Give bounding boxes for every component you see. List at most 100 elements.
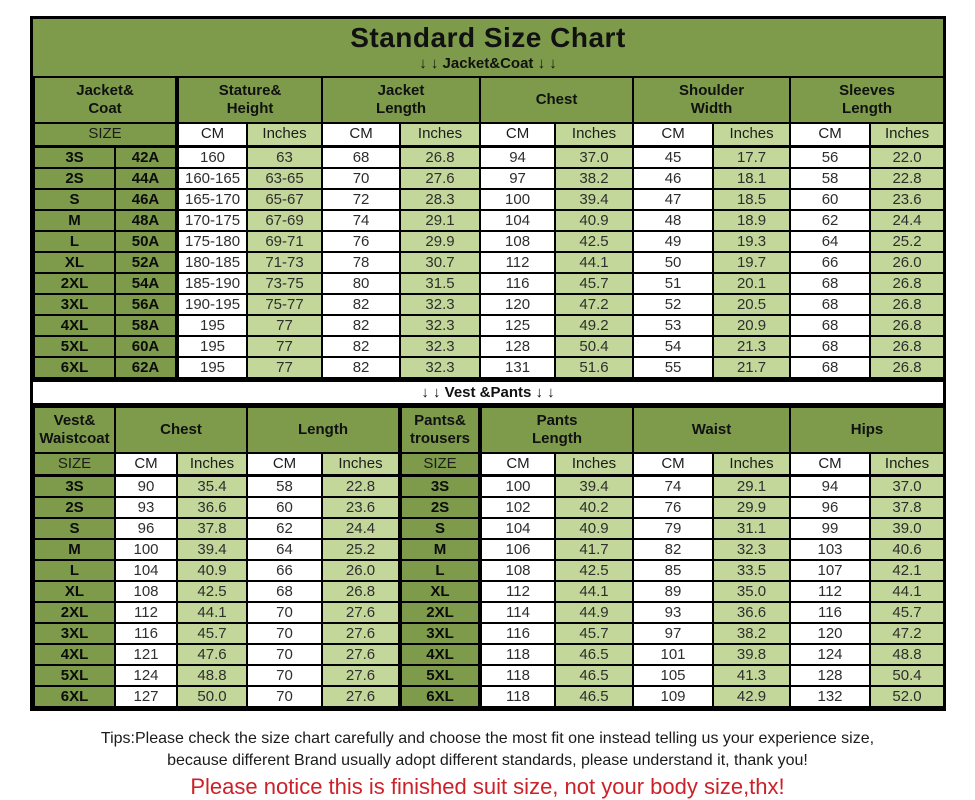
size-cell: XL [398, 580, 481, 603]
value-cell: 112 [114, 601, 178, 624]
value-cell: 94 [789, 474, 872, 498]
value-cell: 74 [321, 208, 402, 232]
size-cell: 2S [33, 496, 116, 519]
size-cell: XL [33, 250, 116, 274]
table-row: 2S 93 36.6 60 23.6 2S 102 40.2 76 29.9 96 37.8 [33, 496, 946, 519]
value-cell: 32.3 [399, 292, 482, 316]
value-cell: 116 [114, 622, 178, 645]
value-cell: 37.8 [176, 517, 248, 540]
size-cell: 50A [113, 229, 179, 253]
unit-header-cm: CM [632, 122, 715, 148]
size-cell: 3XL [398, 622, 481, 645]
unit-header-inches: Inches [712, 122, 792, 148]
value-cell: 97 [632, 622, 714, 645]
value-cell: 170-175 [175, 208, 249, 232]
value-cell: 19.3 [712, 229, 792, 253]
value-cell: 62 [246, 517, 323, 540]
column-group-header: Pants& trousers [398, 405, 481, 454]
value-cell: 68 [789, 334, 872, 358]
value-cell: 18.9 [712, 208, 792, 232]
value-cell: 52.0 [869, 685, 946, 708]
value-cell: 79 [632, 517, 714, 540]
value-cell: 58 [789, 166, 872, 190]
value-cell: 39.0 [869, 517, 946, 540]
unit-header-inches: Inches [554, 122, 635, 148]
value-cell: 124 [114, 664, 178, 687]
value-cell: 74 [632, 474, 714, 498]
value-cell: 21.3 [712, 334, 792, 358]
value-cell: 118 [478, 664, 556, 687]
value-cell: 56 [789, 145, 872, 169]
value-cell: 67-69 [246, 208, 324, 232]
title-band: Standard Size Chart ↓ ↓ Jacket&Coat ↓ ↓ [33, 19, 943, 76]
size-cell: M [33, 538, 116, 561]
value-cell: 50.4 [554, 334, 635, 358]
value-cell: 27.6 [321, 664, 401, 687]
value-cell: 108 [114, 580, 178, 603]
size-cell: M [33, 208, 116, 232]
unit-header-cm: CM [632, 451, 714, 477]
value-cell: 70 [246, 622, 323, 645]
value-cell: 24.4 [321, 517, 401, 540]
value-cell: 27.6 [321, 622, 401, 645]
value-cell: 99 [789, 517, 872, 540]
value-cell: 82 [321, 334, 402, 358]
value-cell: 38.2 [554, 166, 635, 190]
size-cell: 6XL [33, 685, 116, 708]
value-cell: 112 [789, 580, 872, 603]
size-cell: 48A [113, 208, 179, 232]
value-cell: 120 [479, 292, 557, 316]
value-cell: 20.5 [712, 292, 792, 316]
size-cell: 52A [113, 250, 179, 274]
value-cell: 26.8 [869, 313, 946, 337]
value-cell: 128 [479, 334, 557, 358]
table-row: S 46A 165-170 65-67 72 28.3 100 39.4 47 18.5 60 23.… [33, 187, 946, 211]
value-cell: 40.2 [554, 496, 634, 519]
size-cell: S [398, 517, 481, 540]
unit-header-inches: Inches [711, 451, 792, 477]
value-cell: 77 [246, 313, 324, 337]
value-cell: 89 [632, 580, 714, 603]
value-cell: 195 [175, 313, 249, 337]
value-cell: 112 [478, 580, 556, 603]
value-cell: 31.1 [711, 517, 792, 540]
column-group-header: Chest [479, 76, 635, 124]
footer: Tips:Please check the size chart careful… [0, 728, 975, 800]
value-cell: 70 [246, 601, 323, 624]
value-cell: 18.1 [712, 166, 792, 190]
value-cell: 27.6 [321, 643, 401, 666]
value-cell: 68 [246, 580, 323, 603]
jacket-coat-table: Jacket& Coat Stature& Height Jacket Length Che… [32, 76, 946, 379]
unit-header-inches: Inches [399, 122, 482, 148]
size-cell: XL [33, 580, 116, 603]
value-cell: 17.7 [712, 145, 792, 169]
size-cell: 6XL [398, 685, 481, 708]
value-cell: 120 [789, 622, 872, 645]
value-cell: 45.7 [554, 271, 635, 295]
value-cell: 26.0 [321, 559, 401, 582]
value-cell: 20.9 [712, 313, 792, 337]
size-cell: L [398, 559, 481, 582]
size-cell: 6XL [33, 355, 116, 379]
unit-header-inches: Inches [869, 451, 946, 477]
value-cell: 82 [321, 313, 402, 337]
value-cell: 42.5 [176, 580, 248, 603]
value-cell: 185-190 [175, 271, 249, 295]
value-cell: 71-73 [246, 250, 324, 274]
value-cell: 47.2 [869, 622, 946, 645]
value-cell: 105 [632, 664, 714, 687]
value-cell: 108 [479, 229, 557, 253]
value-cell: 45.7 [554, 622, 634, 645]
value-cell: 40.9 [554, 517, 634, 540]
value-cell: 47 [632, 187, 715, 211]
value-cell: 109 [632, 685, 714, 708]
value-cell: 175-180 [175, 229, 249, 253]
column-group-header: Length [246, 405, 401, 454]
value-cell: 97 [479, 166, 557, 190]
value-cell: 195 [175, 334, 249, 358]
value-cell: 78 [321, 250, 402, 274]
value-cell: 26.8 [869, 292, 946, 316]
table-row: L 104 40.9 66 26.0 L 108 42.5 85 33.5 107 42.1 [33, 559, 946, 582]
value-cell: 31.5 [399, 271, 482, 295]
